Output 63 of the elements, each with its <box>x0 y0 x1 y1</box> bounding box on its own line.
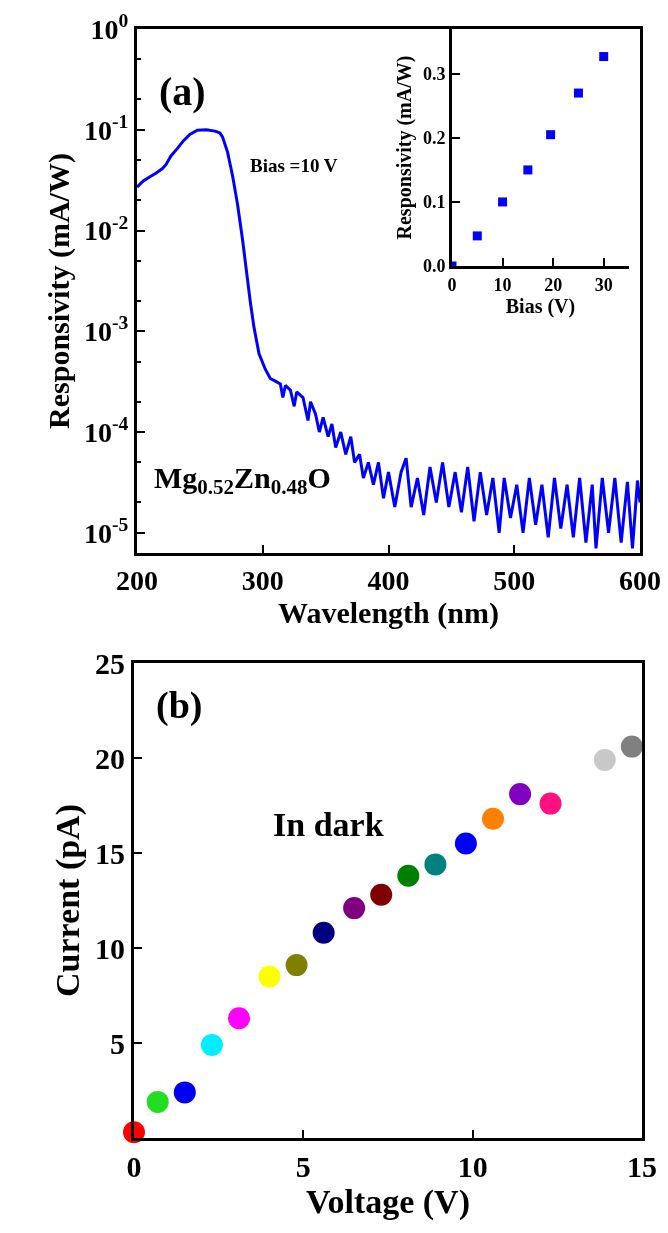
y-axis-title: Responsivity (mA/W) <box>393 55 417 240</box>
y-axis-title: Responsivity (mA/W) <box>42 153 77 429</box>
x-tick-label: 500 <box>493 564 536 596</box>
x-tick-label: 400 <box>367 564 410 596</box>
point <box>424 853 447 876</box>
point <box>546 130 556 140</box>
x-tick-label: 30 <box>594 274 613 295</box>
x-tick-label: 200 <box>116 564 158 596</box>
y-tick-label: 0.3 <box>422 64 446 85</box>
point <box>173 1081 196 1104</box>
x-tick-label: 20 <box>544 274 563 295</box>
annotation: Mg$_{0.52}$Zn$_{0.48}$O <box>154 461 331 500</box>
y-tick-label: 10$^{-5}$ <box>84 513 129 549</box>
y-axis-title: Current (pA) <box>48 804 87 997</box>
x-tick-label: 10 <box>457 1150 488 1183</box>
y-tick-label: 0.1 <box>422 192 446 213</box>
point <box>146 1090 169 1113</box>
x-axis-title: Bias (V) <box>505 295 576 319</box>
x-tick-label: 0 <box>447 274 457 295</box>
annotation: (b) <box>156 684 203 727</box>
annotation: In dark <box>273 806 384 843</box>
y-tick-label: 10$^{-2}$ <box>84 211 129 247</box>
point <box>285 954 308 977</box>
y-tick-label: 10 <box>95 931 125 965</box>
x-tick-label: 5 <box>295 1150 311 1183</box>
line-series <box>137 128 640 550</box>
point <box>482 807 504 830</box>
point <box>472 231 482 241</box>
point <box>509 783 532 806</box>
x-axis-title: Wavelength (nm) <box>278 595 499 630</box>
y-tick-label: 10$^{-1}$ <box>84 110 129 146</box>
point <box>312 921 335 944</box>
point <box>539 792 562 815</box>
point <box>593 748 616 771</box>
point <box>498 197 508 207</box>
y-tick-label: 10$^{-3}$ <box>84 312 129 348</box>
y-tick-label: 25 <box>95 646 125 680</box>
point <box>370 883 393 906</box>
x-tick-label: 15 <box>627 1150 657 1183</box>
y-tick-label: 10$^{0}$ <box>90 10 129 45</box>
x-tick-label: 300 <box>241 564 284 596</box>
x-tick-label: 0 <box>126 1150 142 1183</box>
x-tick-label: 10 <box>493 274 512 295</box>
y-tick-label: 15 <box>95 836 125 870</box>
point <box>228 1007 250 1030</box>
y-tick-label: 10$^{-4}$ <box>84 413 129 448</box>
y-tick-label: 5 <box>110 1026 125 1060</box>
point <box>620 735 643 758</box>
point <box>599 52 609 62</box>
point <box>343 897 366 920</box>
y-tick-label: 0.0 <box>422 256 446 277</box>
annotation: Bias =10 V <box>250 155 338 176</box>
point <box>523 165 533 175</box>
y-tick-label: 20 <box>95 741 125 775</box>
point <box>454 832 477 855</box>
x-axis-title: Voltage (V) <box>306 1183 470 1221</box>
x-tick-label: 600 <box>619 564 661 596</box>
point <box>573 88 583 98</box>
point <box>258 965 281 988</box>
point <box>200 1033 223 1056</box>
y-tick-label: 0.2 <box>422 128 446 149</box>
annotation: (a) <box>159 69 206 114</box>
point <box>397 864 420 887</box>
